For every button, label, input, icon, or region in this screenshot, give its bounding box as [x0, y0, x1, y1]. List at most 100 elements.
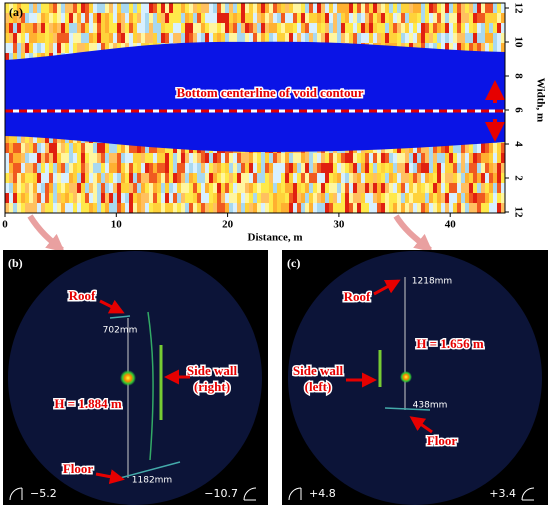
texture-cell	[93, 13, 97, 23]
texture-cell	[49, 33, 53, 43]
texture-cell	[285, 3, 289, 13]
texture-cell	[481, 33, 485, 43]
texture-cell	[377, 153, 381, 163]
texture-cell	[357, 163, 361, 173]
texture-cell	[437, 23, 441, 33]
texture-cell	[153, 143, 157, 153]
texture-cell	[233, 153, 237, 163]
texture-cell	[501, 13, 505, 23]
texture-cell	[81, 33, 85, 43]
texture-cell	[457, 153, 461, 163]
texture-cell	[341, 13, 345, 23]
texture-cell	[173, 33, 177, 43]
texture-cell	[433, 3, 437, 13]
texture-cell	[221, 203, 225, 213]
texture-cell	[457, 163, 461, 173]
texture-cell	[177, 3, 181, 13]
texture-cell	[73, 43, 77, 53]
texture-cell	[245, 13, 249, 23]
texture-cell	[153, 173, 157, 183]
texture-cell	[5, 203, 9, 213]
texture-cell	[321, 163, 325, 173]
texture-cell	[37, 203, 41, 213]
texture-cell	[21, 173, 25, 183]
texture-cell	[421, 173, 425, 183]
texture-cell	[17, 183, 21, 193]
texture-cell	[41, 33, 45, 43]
texture-cell	[489, 3, 493, 13]
texture-cell	[53, 23, 57, 33]
texture-cell	[385, 23, 389, 33]
texture-cell	[141, 193, 145, 203]
texture-cell	[317, 23, 321, 33]
texture-cell	[149, 143, 153, 153]
texture-cell	[465, 33, 469, 43]
texture-cell	[389, 23, 393, 33]
texture-cell	[365, 3, 369, 13]
texture-cell	[69, 203, 73, 213]
texture-cell	[489, 13, 493, 23]
texture-cell	[153, 193, 157, 203]
texture-cell	[485, 23, 489, 33]
side-wall-label: (left)	[305, 379, 332, 394]
texture-cell	[53, 203, 57, 213]
texture-cell	[301, 13, 305, 23]
texture-cell	[193, 23, 197, 33]
texture-cell	[125, 193, 129, 203]
texture-cell	[17, 193, 21, 203]
texture-cell	[225, 13, 229, 23]
void-contour	[5, 41, 505, 153]
texture-cell	[5, 173, 9, 183]
texture-cell	[289, 163, 293, 173]
texture-cell	[297, 203, 301, 213]
texture-cell	[45, 163, 49, 173]
texture-cell	[397, 13, 401, 23]
texture-cell	[109, 203, 113, 213]
texture-cell	[101, 13, 105, 23]
texture-cell	[189, 23, 193, 33]
texture-cell	[97, 173, 101, 183]
texture-cell	[441, 33, 445, 43]
texture-cell	[257, 13, 261, 23]
texture-cell	[189, 173, 193, 183]
texture-cell	[265, 3, 269, 13]
texture-cell	[21, 163, 25, 173]
texture-cell	[209, 13, 213, 23]
texture-cell	[269, 153, 273, 163]
texture-cell	[169, 163, 173, 173]
texture-cell	[497, 43, 501, 53]
texture-cell	[265, 23, 269, 33]
right-reading: +3.4	[489, 487, 516, 500]
texture-cell	[257, 193, 261, 203]
texture-cell	[97, 163, 101, 173]
texture-cell	[493, 163, 497, 173]
texture-cell	[105, 33, 109, 43]
texture-cell	[125, 153, 129, 163]
texture-cell	[217, 203, 221, 213]
texture-cell	[17, 143, 21, 153]
texture-cell	[157, 203, 161, 213]
texture-cell	[321, 173, 325, 183]
texture-cell	[429, 153, 433, 163]
texture-cell	[49, 43, 53, 53]
texture-cell	[129, 193, 133, 203]
texture-cell	[329, 173, 333, 183]
texture-cell	[185, 183, 189, 193]
texture-cell	[237, 193, 241, 203]
texture-cell	[85, 153, 89, 163]
texture-cell	[97, 183, 101, 193]
texture-cell	[425, 203, 429, 213]
texture-cell	[317, 173, 321, 183]
texture-cell	[213, 13, 217, 23]
texture-cell	[209, 3, 213, 13]
texture-cell	[81, 163, 85, 173]
texture-cell	[49, 163, 53, 173]
texture-cell	[237, 173, 241, 183]
texture-cell	[253, 193, 257, 203]
texture-cell	[281, 153, 285, 163]
texture-cell	[269, 23, 273, 33]
texture-cell	[317, 33, 321, 43]
texture-cell	[133, 143, 137, 153]
texture-cell	[289, 173, 293, 183]
texture-cell	[89, 33, 93, 43]
